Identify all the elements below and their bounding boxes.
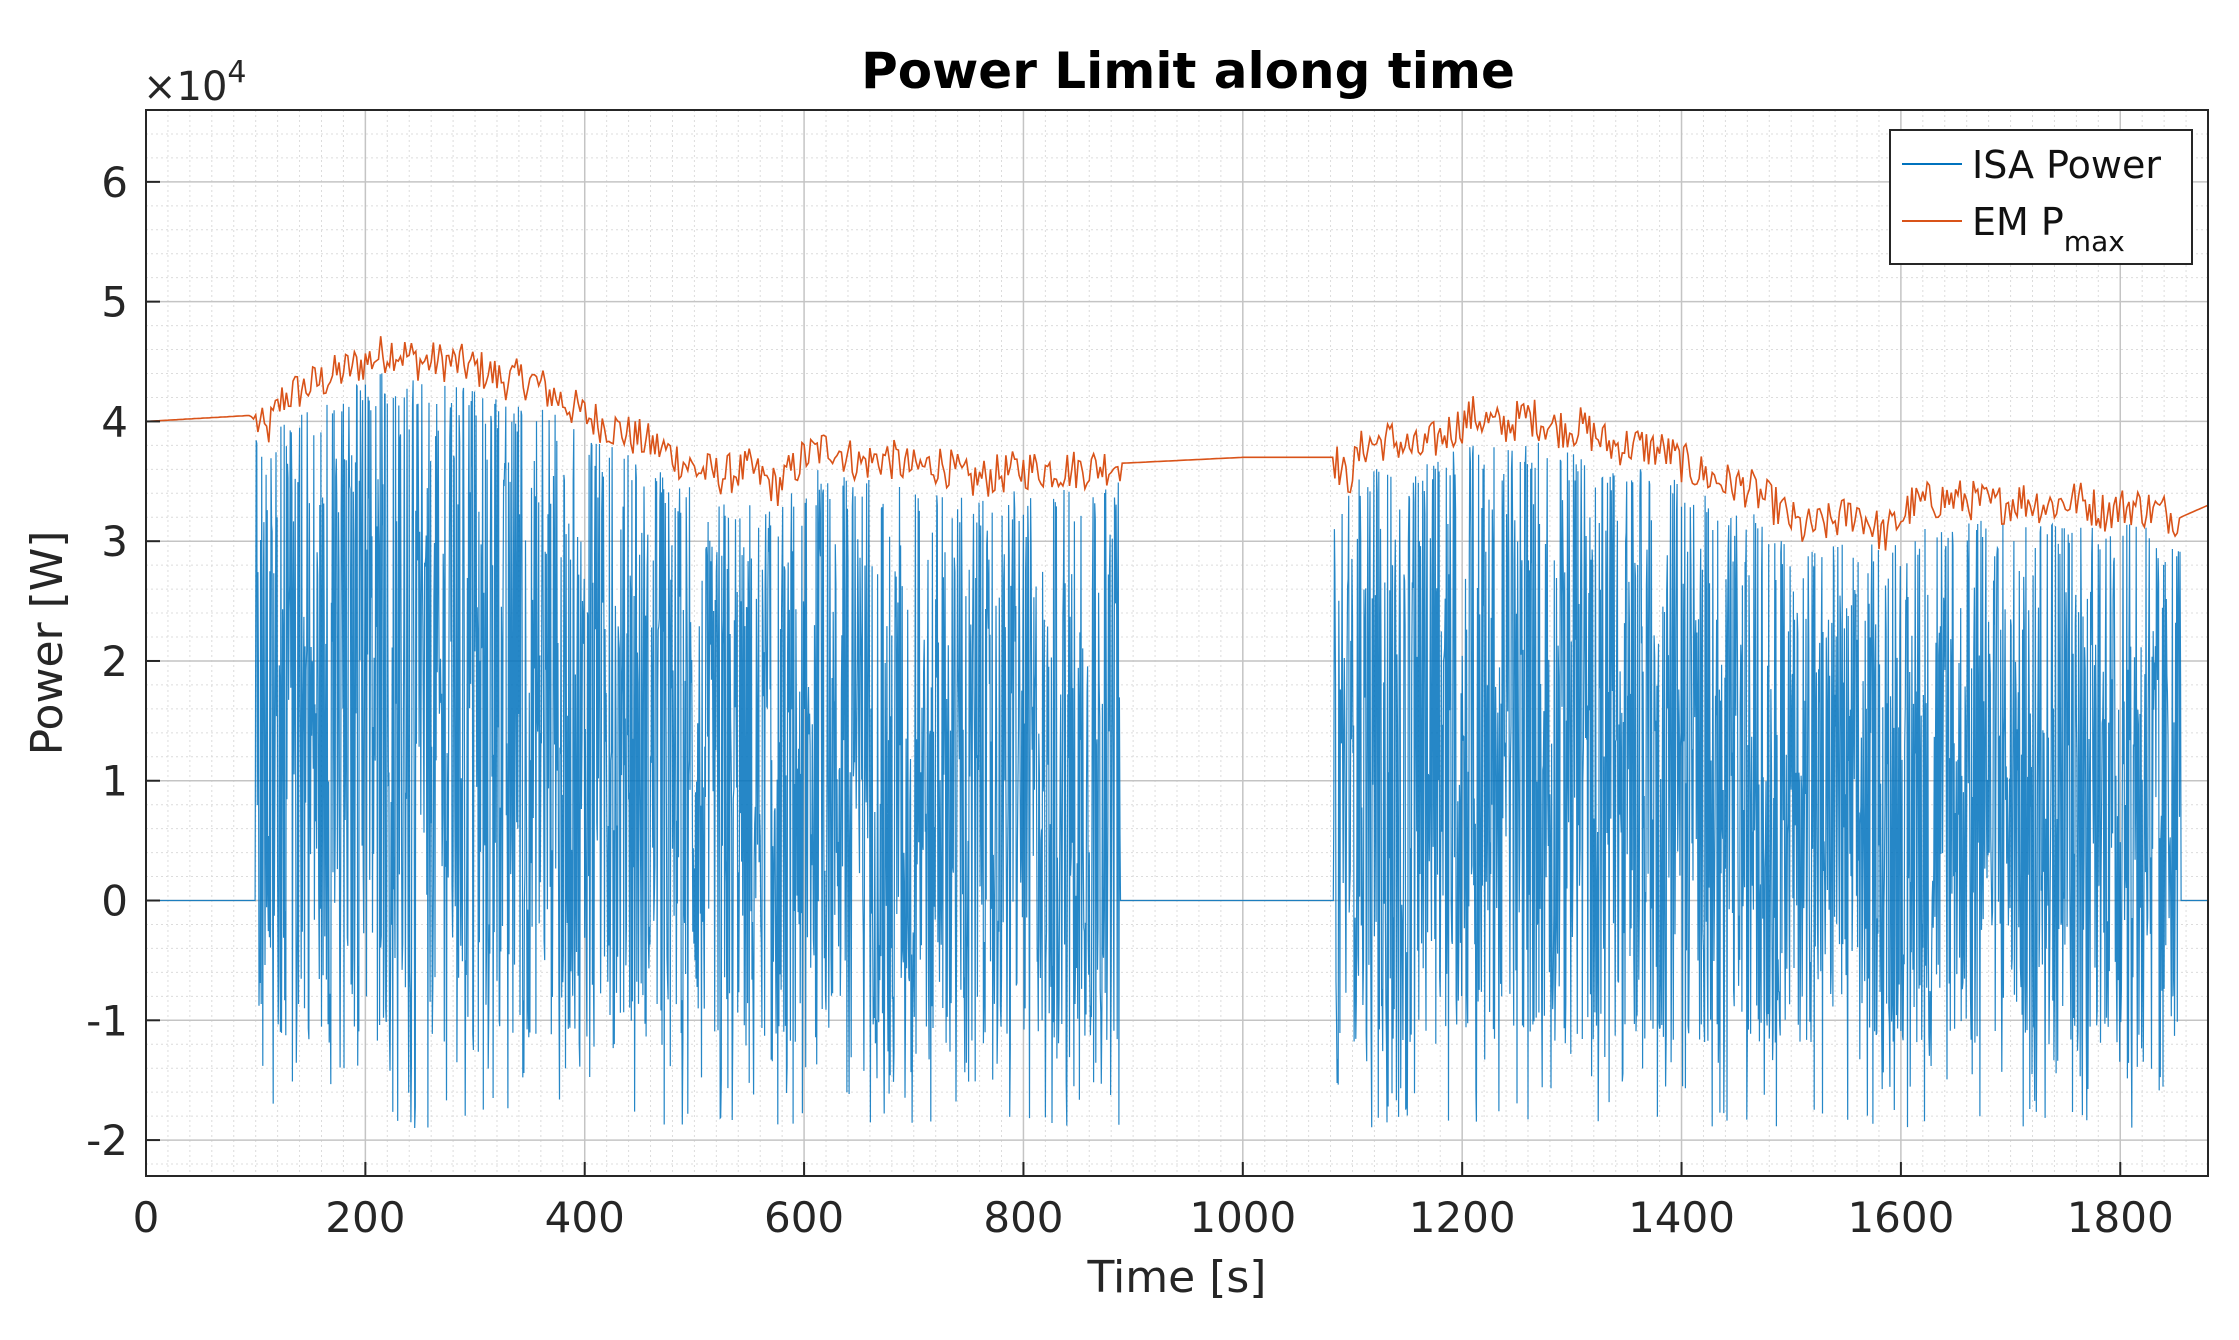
- minor-grid: [146, 109, 2209, 1176]
- x-tick-label: 400: [545, 1193, 625, 1242]
- chart-title: Power Limit along time: [861, 42, 1515, 100]
- x-tick-label: 0: [133, 1193, 160, 1242]
- y-exponent-base: ×10: [143, 64, 227, 110]
- x-tick-label: 800: [983, 1193, 1063, 1242]
- y-axis-ticks: -2 -1 0 1 2 3 4 5 6: [86, 158, 160, 1165]
- x-axis-ticks: 0 200 400 600 800 1000 1200 1400 1600 1800: [133, 1162, 2174, 1242]
- y-tick-label: 3: [101, 517, 128, 566]
- legend-label-em-main: EM P: [1972, 200, 2064, 244]
- legend-label-isa: ISA Power: [1972, 143, 2161, 187]
- x-tick-label: 1800: [2067, 1193, 2174, 1242]
- y-tick-label: -2: [86, 1116, 128, 1165]
- series-isa-power: [146, 373, 2208, 1129]
- x-axis-label: Time [s]: [1087, 1252, 1267, 1303]
- x-tick-label: 1200: [1409, 1193, 1516, 1242]
- isa-power-line: [146, 373, 2208, 1129]
- x-tick-label: 1400: [1628, 1193, 1735, 1242]
- y-tick-label: 6: [101, 158, 128, 207]
- y-tick-label: 1: [101, 757, 128, 806]
- x-tick-label: 200: [325, 1193, 405, 1242]
- y-exponent-power: 4: [227, 55, 246, 90]
- legend: ISA Power EM Pmax: [1889, 129, 2193, 265]
- y-tick-label: 0: [101, 877, 128, 926]
- x-tick-label: 1600: [1847, 1193, 1954, 1242]
- series-em-pmax: [145, 336, 2209, 551]
- y-tick-label: -1: [86, 996, 128, 1045]
- y-tick-label: 2: [101, 637, 128, 686]
- em-pmax-line: [145, 336, 2209, 551]
- legend-label-em: EM Pmax: [1972, 200, 2125, 258]
- y-exponent-label: ×104: [143, 55, 247, 110]
- y-axis-label: Power [W]: [22, 531, 73, 756]
- legend-box: [1889, 129, 2193, 265]
- y-tick-label: 4: [101, 397, 128, 446]
- plot-frame: [145, 109, 2209, 1177]
- x-tick-label: 1000: [1189, 1193, 1296, 1242]
- x-tick-label: 600: [764, 1193, 844, 1242]
- y-tick-label: 5: [101, 278, 128, 327]
- legend-label-em-subscript: max: [2064, 225, 2125, 258]
